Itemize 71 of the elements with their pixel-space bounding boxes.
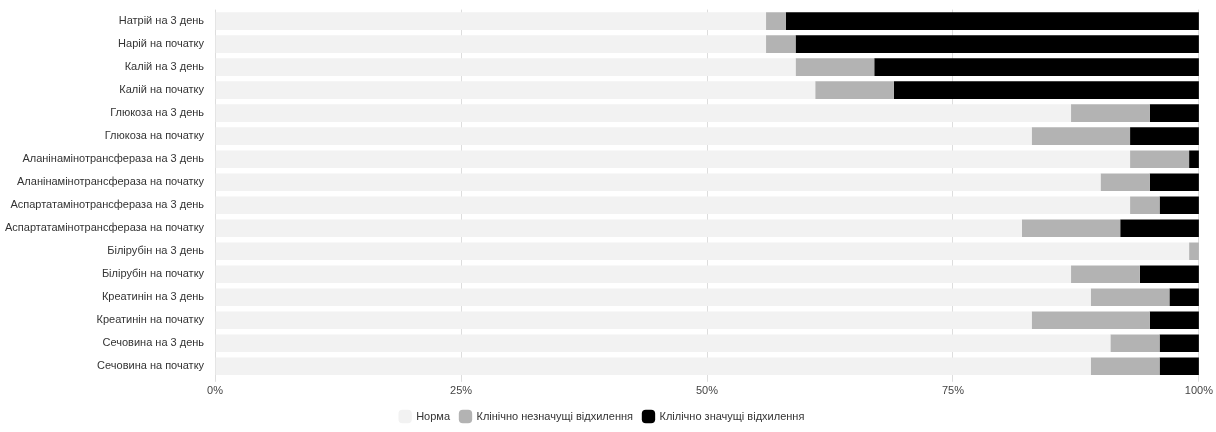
- bar: [215, 288, 1091, 307]
- y-tick-label: Білірубін на початку: [101, 267, 205, 280]
- legend-label: Норма: [416, 409, 451, 422]
- bar: [215, 265, 1072, 284]
- y-tick-label: Аспартатамінотрансфераза на початку: [5, 221, 205, 234]
- bar: [1100, 173, 1150, 191]
- bar: [1120, 219, 1199, 238]
- x-tick-label: 25%: [450, 384, 473, 397]
- bar: [1130, 150, 1190, 168]
- bar: [215, 357, 1091, 376]
- y-tick-label: Креатинін на початку: [96, 313, 205, 326]
- bar: [215, 58, 796, 76]
- bar: [1090, 357, 1160, 376]
- bar: [1130, 127, 1199, 145]
- bar: [1021, 219, 1121, 238]
- bar: [215, 334, 1111, 353]
- bar: [215, 104, 1072, 122]
- y-tick-label: Креатинін на 3 день: [101, 290, 205, 303]
- bar: [795, 35, 1199, 53]
- bar: [215, 12, 767, 30]
- bar: [874, 58, 1199, 76]
- bar: [1189, 242, 1199, 261]
- bar: [1159, 196, 1199, 215]
- bar: [893, 81, 1199, 99]
- bar: [1149, 104, 1199, 122]
- bar: [215, 311, 1032, 330]
- y-tick-label: Сечовина на 3 день: [102, 336, 205, 349]
- y-tick-label: Нарій на початку: [118, 37, 205, 50]
- y-tick-label: Аланінамінотрансфераза на початку: [17, 175, 205, 188]
- bar: [1090, 288, 1170, 307]
- bar: [215, 127, 1032, 145]
- x-tick-label: 75%: [941, 384, 965, 397]
- y-tick-label: Глюкоза на 3 день: [110, 106, 205, 119]
- y-tick-label: Калій на 3 день: [124, 60, 205, 73]
- bar: [1149, 311, 1199, 330]
- bar: [1071, 104, 1150, 122]
- bar: [1110, 334, 1160, 353]
- bar: [215, 196, 1131, 215]
- bar: [785, 12, 1199, 30]
- y-tick-label: Натрій на 3 день: [118, 14, 205, 27]
- bar: [215, 173, 1101, 191]
- bar: [215, 35, 767, 53]
- bar: [1189, 150, 1199, 168]
- x-tick-label: 100%: [1184, 384, 1214, 397]
- bar: [1031, 311, 1150, 330]
- legend-label: Клілічно значущі відхилення: [659, 409, 805, 422]
- bar: [1149, 173, 1199, 191]
- bar: [1071, 265, 1140, 284]
- bar: [1031, 127, 1131, 145]
- bar: [815, 81, 894, 99]
- bar: [1139, 265, 1199, 284]
- y-tick-label: Аланінамінотрансфераза на 3 день: [22, 152, 205, 165]
- bar: [215, 81, 816, 99]
- bar: [215, 219, 1022, 238]
- bar: [1169, 288, 1199, 307]
- y-tick-label: Глюкоза на початку: [104, 129, 205, 142]
- bar: [795, 58, 875, 76]
- bar: [1159, 357, 1199, 376]
- bar: [1159, 334, 1199, 353]
- x-tick-label: 50%: [695, 384, 719, 397]
- y-tick-label: Аспартатамінотрансфераза на 3 день: [10, 198, 205, 211]
- bar: [1130, 196, 1160, 215]
- legend-label: Клінічно незначущі відхилення: [476, 409, 634, 422]
- bar: [215, 242, 1190, 261]
- bar: [766, 12, 786, 30]
- bar: [766, 35, 796, 53]
- y-tick-label: Білірубін на 3 день: [107, 244, 205, 257]
- y-tick-label: Калій на початку: [119, 83, 205, 96]
- bar: [215, 150, 1131, 168]
- x-tick-label: 0%: [207, 384, 224, 397]
- y-tick-label: Сечовина на початку: [97, 359, 205, 372]
